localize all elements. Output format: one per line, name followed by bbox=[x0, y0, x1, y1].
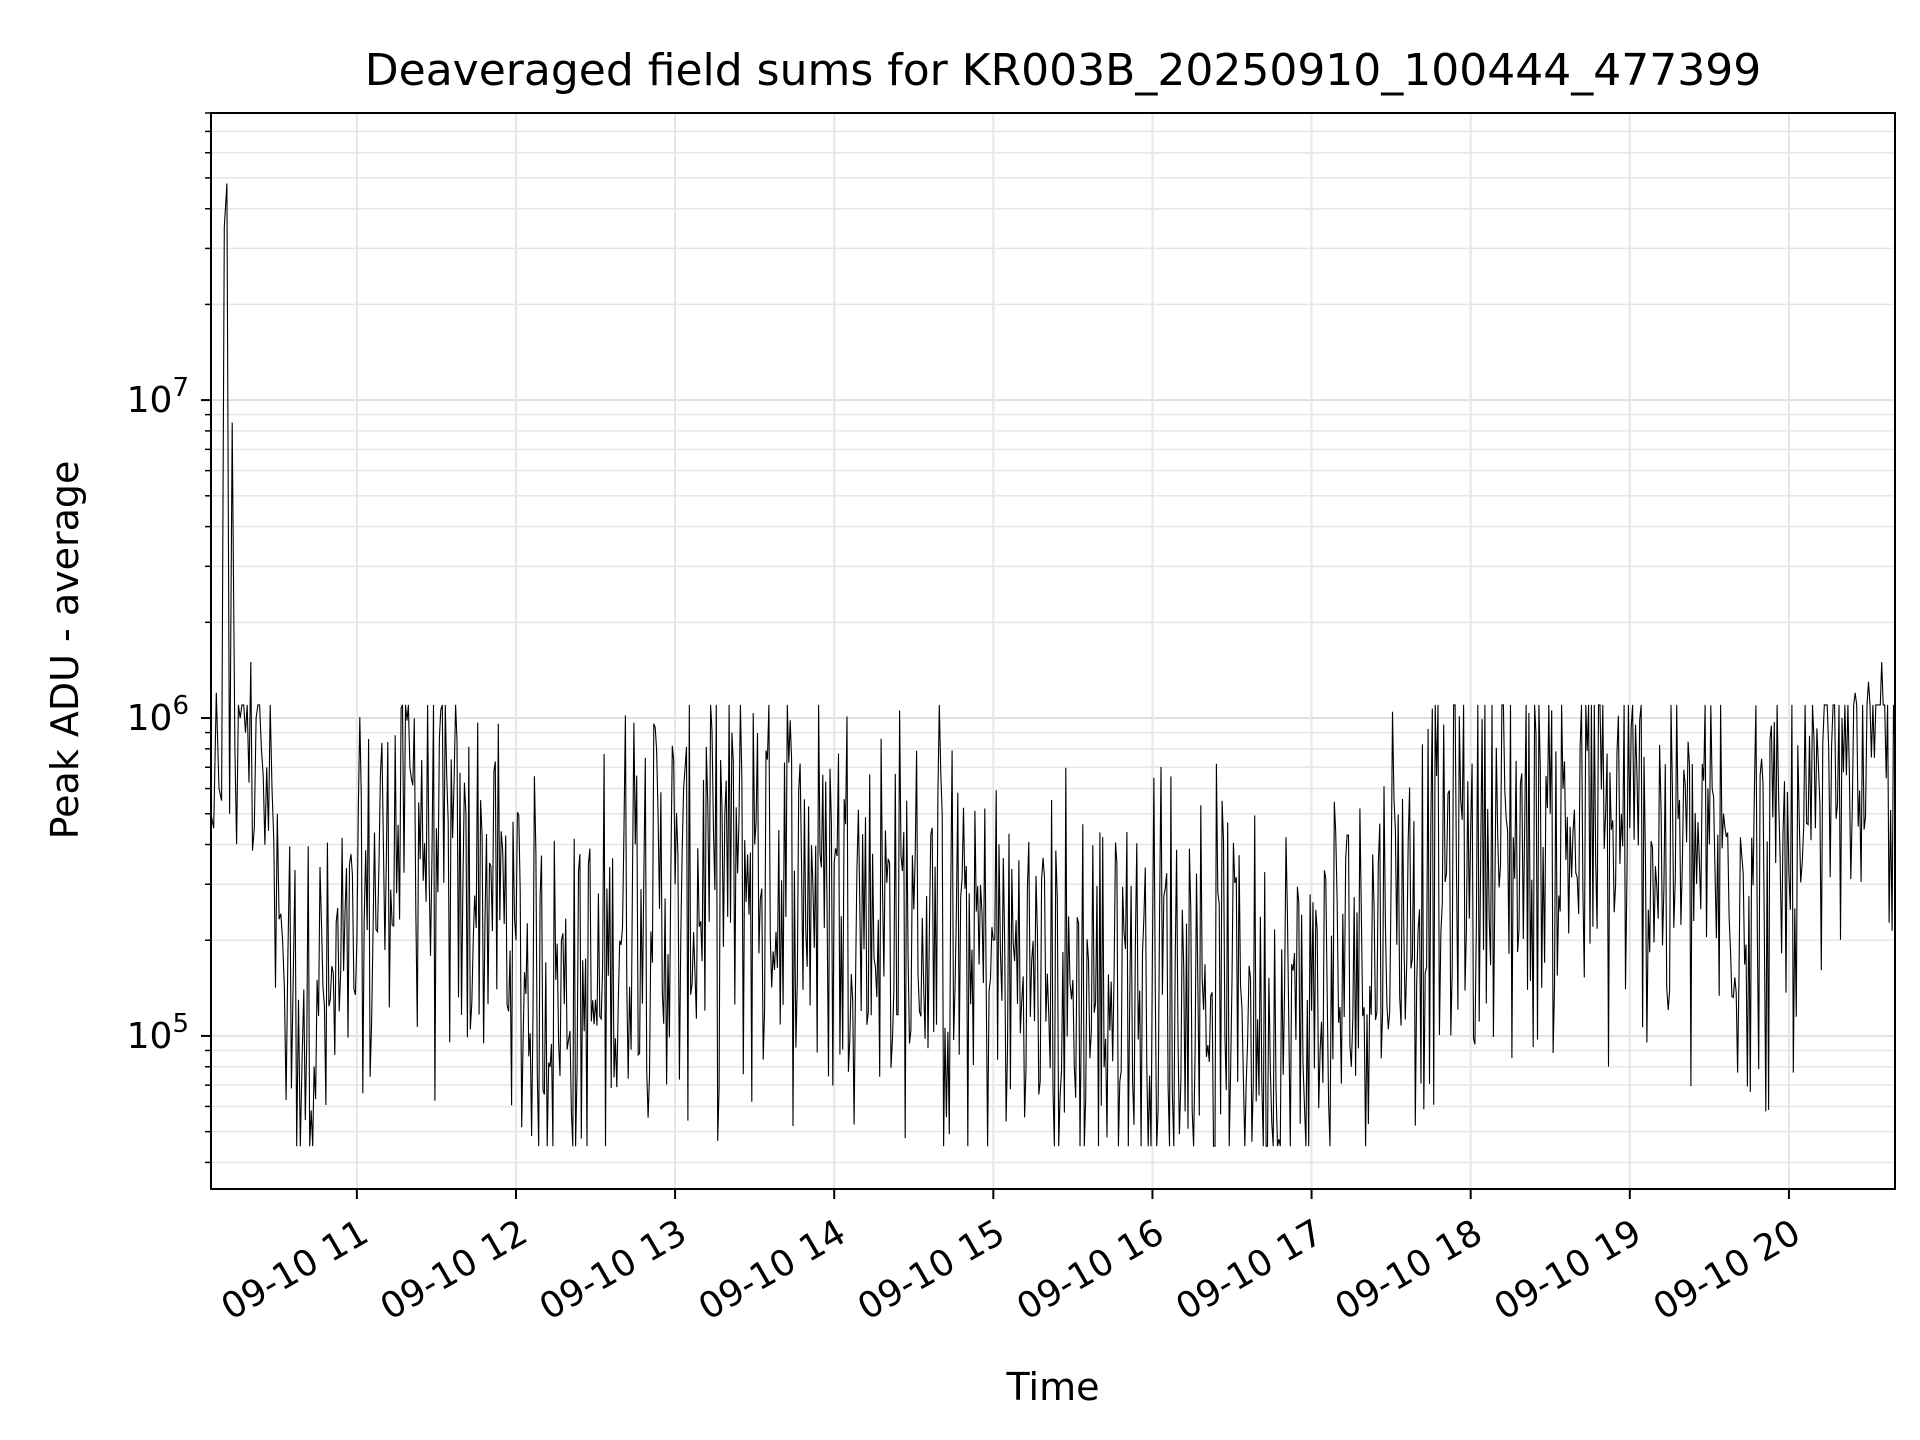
plot-frame bbox=[210, 112, 1896, 1190]
x-tick-label: 09-10 18 bbox=[1329, 1212, 1490, 1328]
y-tick-exponent: 5 bbox=[172, 1009, 189, 1039]
y-axis-label: Peak ADU - average bbox=[43, 461, 87, 840]
y-tick-label: 107 bbox=[127, 373, 189, 421]
y-tick-label: 106 bbox=[127, 691, 189, 739]
y-tick-base: 10 bbox=[127, 1016, 173, 1057]
y-tick-exponent: 7 bbox=[172, 373, 189, 403]
x-tick-label: 09-10 15 bbox=[851, 1212, 1012, 1328]
x-tick-label: 09-10 16 bbox=[1010, 1212, 1171, 1328]
y-tick-base: 10 bbox=[127, 380, 173, 421]
x-tick-label: 09-10 19 bbox=[1488, 1212, 1649, 1328]
x-tick-label: 09-10 14 bbox=[692, 1212, 853, 1328]
y-tick-label: 105 bbox=[127, 1009, 189, 1057]
y-tick-base: 10 bbox=[127, 698, 173, 739]
x-tick-label: 09-10 20 bbox=[1647, 1212, 1808, 1328]
y-tick-exponent: 6 bbox=[172, 691, 189, 721]
x-axis-label: Time bbox=[1006, 1365, 1100, 1409]
series-line bbox=[211, 183, 1895, 1147]
x-tick-label: 09-10 12 bbox=[374, 1212, 535, 1328]
x-tick-label: 09-10 11 bbox=[215, 1212, 376, 1328]
x-tick-label: 09-10 13 bbox=[533, 1212, 694, 1328]
chart-title: Deaveraged field sums for KR003B_2025091… bbox=[365, 45, 1761, 96]
x-tick-label: 09-10 17 bbox=[1169, 1212, 1330, 1328]
